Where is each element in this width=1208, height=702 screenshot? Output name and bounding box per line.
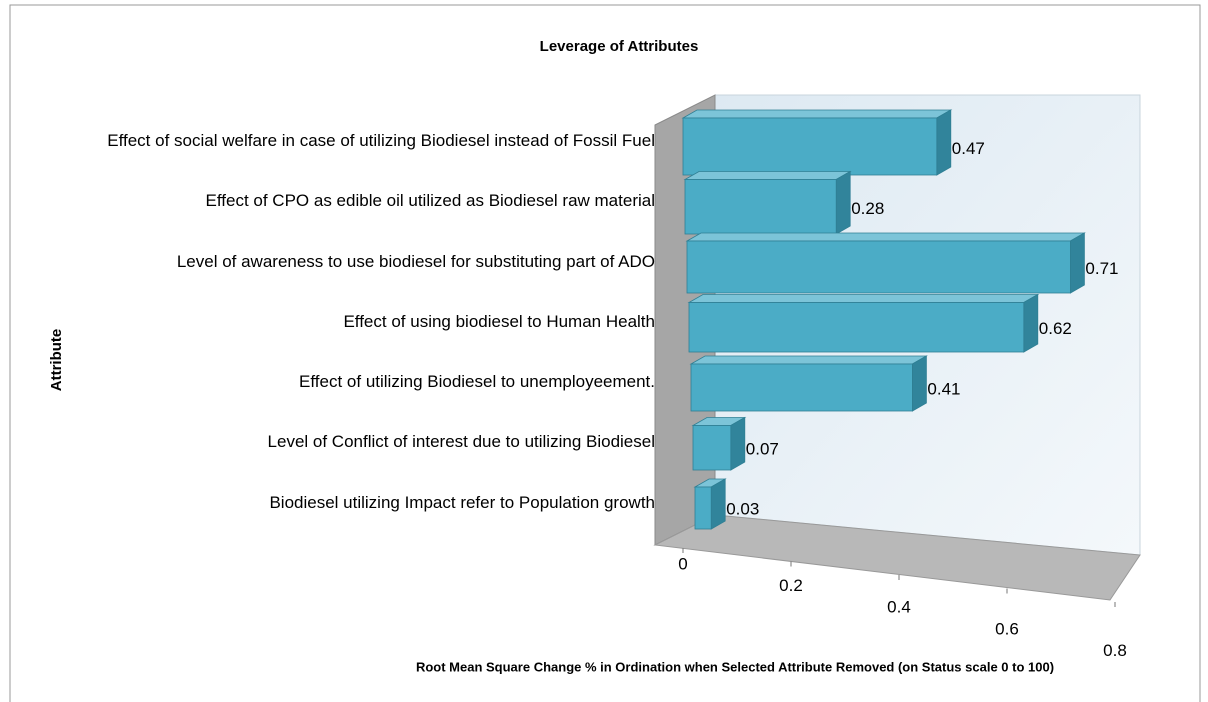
y-tick-label: Level of Conflict of interest due to uti… [267,432,655,452]
y-tick-label: Effect of CPO as edible oil utilized as … [205,191,655,211]
x-tick-label: 0.2 [779,576,803,595]
value-label: 0.03 [726,500,759,519]
bar-end [710,478,726,530]
y-axis-label: Attribute [48,329,65,392]
category-label-box: Level of Conflict of interest due to uti… [55,416,655,469]
bar-top [683,171,852,180]
bar-front [690,363,913,412]
x-axis-label: Root Mean Square Change % in Ordination … [416,659,1054,674]
category-label-box: Effect of using biodiesel to Human Healt… [55,293,655,351]
bar-end [1023,293,1039,353]
x-tick-label: 0 [678,554,687,573]
value-label: 0.62 [1039,319,1072,338]
bar-end [912,355,927,412]
bar [687,293,1040,353]
bar-top [689,355,928,365]
category-label-box: Effect of social welfare in case of util… [55,108,655,173]
category-label-box: Effect of utilizing Biodiesel to unemplo… [55,354,655,409]
bar-end [936,109,952,176]
value-label: 0.07 [746,439,779,458]
bar [681,109,953,176]
value-label: 0.41 [927,379,960,398]
bar-end [835,170,851,235]
bar-top [681,109,953,119]
bar [689,355,928,412]
category-label-box: Biodiesel utilizing Impact refer to Popu… [55,477,655,527]
bar-front [684,179,837,235]
y-tick-label: Effect of social welfare in case of util… [107,131,655,150]
bar-top [685,232,1086,242]
bar [693,478,727,530]
bar-top [687,294,1040,303]
y-tick-label: Effect of using biodiesel to Human Healt… [343,311,655,331]
bar [683,170,852,235]
bar-front [686,240,1071,294]
category-label-box: Effect of CPO as edible oil utilized as … [55,170,655,233]
bar-front [692,425,732,471]
value-label: 0.47 [952,139,985,158]
x-tick-label: 0.8 [1103,641,1127,660]
value-label: 0.28 [851,199,884,218]
chart-title: Leverage of Attributes [540,38,699,55]
frame [9,4,1201,702]
x-tick-label: 0.6 [995,619,1019,638]
bar-front [688,302,1025,353]
bar-front [694,486,712,530]
bar-end [1070,232,1085,294]
bar-front [682,117,938,176]
floor [653,514,1141,601]
x-tick-label: 0.4 [887,598,911,617]
y-tick-label: Biodiesel utilizing Impact refer to Popu… [269,492,655,512]
category-label-box: Level of awareness to use biodiesel for … [55,231,655,291]
value-label: 0.71 [1085,259,1118,278]
y-tick-label: Effect of utilizing Biodiesel to unemplo… [299,372,655,391]
bar [685,232,1086,294]
bar [691,416,747,471]
bar-end [730,416,746,471]
y-tick-label: Level of awareness to use biodiesel for … [176,251,655,271]
